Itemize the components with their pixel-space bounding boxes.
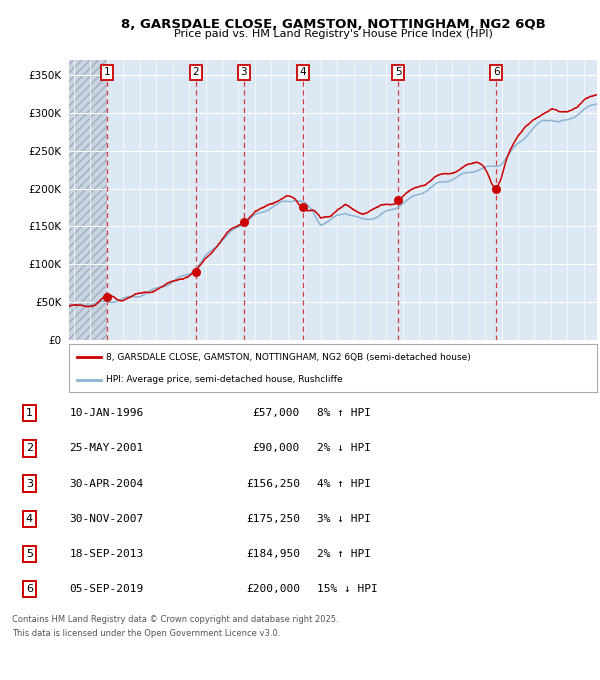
Text: 05-SEP-2019: 05-SEP-2019 — [70, 584, 144, 594]
Text: 1: 1 — [104, 67, 110, 78]
Text: 8, GARSDALE CLOSE, GAMSTON, NOTTINGHAM, NG2 6QB (semi-detached house): 8, GARSDALE CLOSE, GAMSTON, NOTTINGHAM, … — [106, 353, 471, 362]
Text: £156,250: £156,250 — [246, 479, 300, 489]
Text: 2% ↓ HPI: 2% ↓ HPI — [317, 443, 371, 454]
Text: 2: 2 — [26, 443, 33, 454]
Text: 3: 3 — [241, 67, 247, 78]
Text: 6: 6 — [493, 67, 500, 78]
Text: 8, GARSDALE CLOSE, GAMSTON, NOTTINGHAM, NG2 6QB: 8, GARSDALE CLOSE, GAMSTON, NOTTINGHAM, … — [121, 18, 545, 31]
Text: Price paid vs. HM Land Registry's House Price Index (HPI): Price paid vs. HM Land Registry's House … — [173, 29, 493, 39]
Text: 5: 5 — [26, 549, 33, 559]
Text: HPI: Average price, semi-detached house, Rushcliffe: HPI: Average price, semi-detached house,… — [106, 375, 343, 384]
Text: 18-SEP-2013: 18-SEP-2013 — [70, 549, 144, 559]
Text: £175,250: £175,250 — [246, 513, 300, 524]
Text: 5: 5 — [395, 67, 401, 78]
Text: 15% ↓ HPI: 15% ↓ HPI — [317, 584, 378, 594]
Text: £200,000: £200,000 — [246, 584, 300, 594]
Text: 2: 2 — [193, 67, 199, 78]
Text: 1: 1 — [26, 408, 33, 418]
Text: 8% ↑ HPI: 8% ↑ HPI — [317, 408, 371, 418]
Text: 4: 4 — [299, 67, 306, 78]
Text: 4: 4 — [26, 513, 33, 524]
Text: 3% ↓ HPI: 3% ↓ HPI — [317, 513, 371, 524]
Text: 4% ↑ HPI: 4% ↑ HPI — [317, 479, 371, 489]
Bar — [69, 60, 107, 340]
Text: This data is licensed under the Open Government Licence v3.0.: This data is licensed under the Open Gov… — [12, 629, 280, 638]
Text: Contains HM Land Registry data © Crown copyright and database right 2025.: Contains HM Land Registry data © Crown c… — [12, 615, 338, 624]
Text: 25-MAY-2001: 25-MAY-2001 — [70, 443, 144, 454]
Text: 10-JAN-1996: 10-JAN-1996 — [70, 408, 144, 418]
Text: 6: 6 — [26, 584, 33, 594]
Text: 3: 3 — [26, 479, 33, 489]
Text: 30-NOV-2007: 30-NOV-2007 — [70, 513, 144, 524]
Text: £184,950: £184,950 — [246, 549, 300, 559]
Text: 2% ↑ HPI: 2% ↑ HPI — [317, 549, 371, 559]
Text: £90,000: £90,000 — [253, 443, 300, 454]
Text: £57,000: £57,000 — [253, 408, 300, 418]
Text: 30-APR-2004: 30-APR-2004 — [70, 479, 144, 489]
